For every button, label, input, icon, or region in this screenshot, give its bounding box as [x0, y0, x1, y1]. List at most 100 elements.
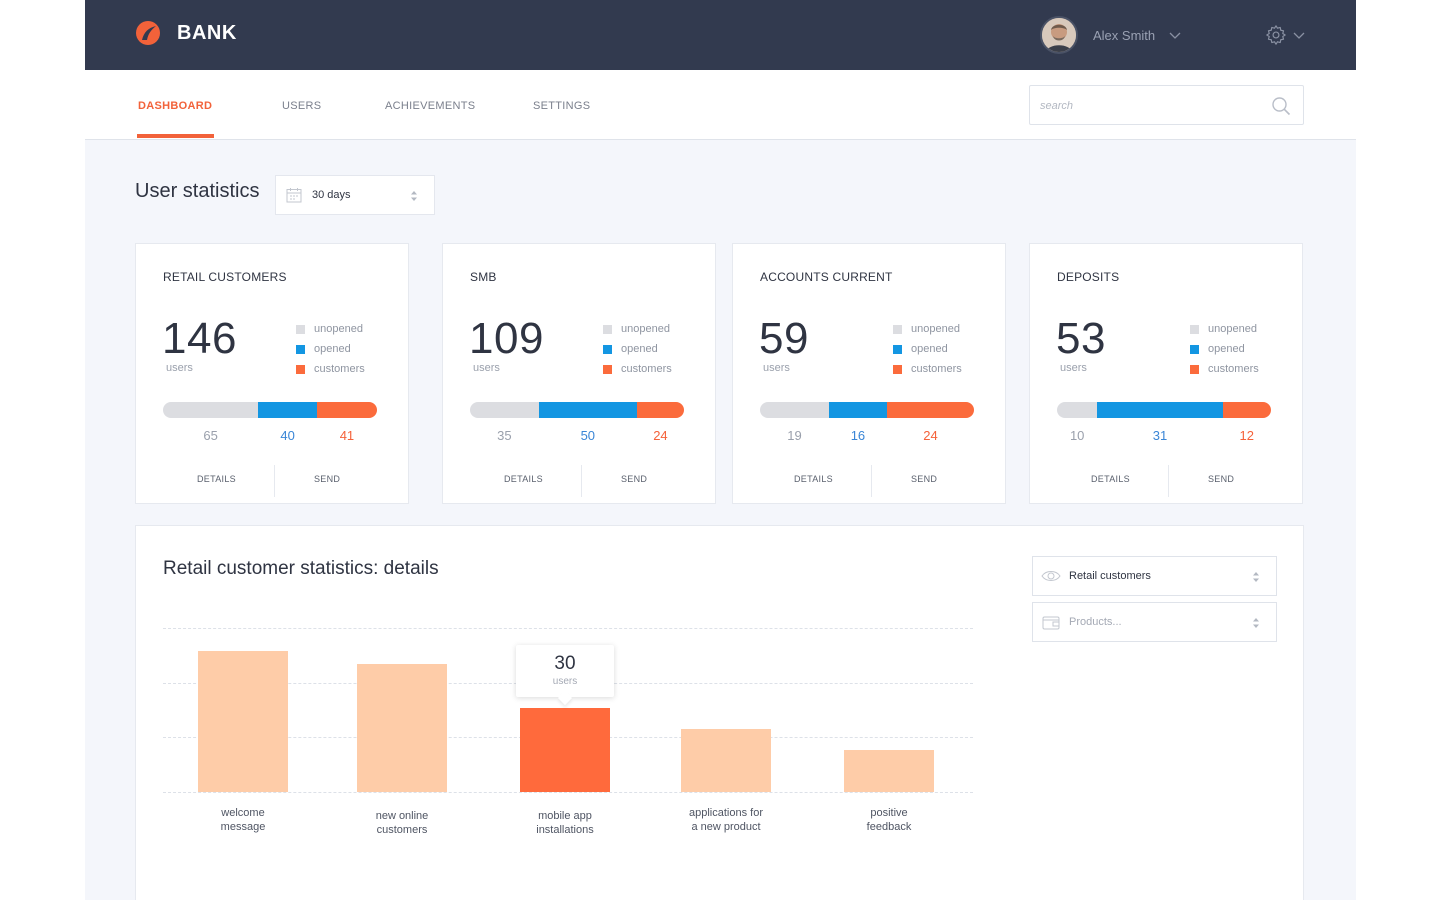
bar-segment-customers [886, 402, 974, 418]
send-button[interactable]: SEND [314, 474, 341, 484]
legend-item-customers: customers [893, 359, 962, 379]
tooltip-arrow [557, 691, 573, 706]
products-select-placeholder: Products... [1069, 616, 1122, 628]
settings-menu[interactable] [1265, 24, 1305, 46]
category-label: positive feedback [829, 806, 949, 834]
distribution-bar [470, 402, 684, 418]
card-title: SMB [470, 270, 497, 284]
bar-segment-opened [258, 402, 317, 418]
brand-name: BANK [177, 21, 237, 44]
wallet-icon [1042, 616, 1060, 630]
legend-swatch-customers [603, 364, 612, 374]
users-label: users [473, 362, 500, 374]
brand[interactable]: BANK [135, 20, 237, 46]
legend-item-unopened: unopened [1190, 319, 1259, 339]
legend-swatch-unopened [296, 324, 305, 334]
legend-label-unopened: unopened [1208, 323, 1257, 335]
total-users-count: 146 [162, 314, 237, 363]
bar-segment-unopened [470, 402, 539, 418]
avatar[interactable] [1040, 16, 1078, 54]
category-label-line: applications for [689, 807, 763, 819]
bar-segment-opened [1097, 402, 1223, 418]
eye-icon [1041, 571, 1061, 581]
stat-card-smb: SMB 109 users unopened opened customers 35 50 24… [442, 243, 716, 504]
tab-dashboard[interactable]: DASHBOARD [138, 100, 213, 112]
grid-line [163, 628, 973, 629]
legend-item-unopened: unopened [603, 319, 672, 339]
bar-segment-customers [1222, 402, 1271, 418]
total-users-count: 53 [1056, 314, 1106, 363]
opened-count: 50 [580, 428, 596, 443]
send-button[interactable]: SEND [1208, 474, 1235, 484]
chevron-down-icon[interactable] [1169, 29, 1181, 41]
chart-bar[interactable] [681, 728, 771, 792]
customers-count: 24 [923, 428, 938, 443]
legend-item-opened: opened [603, 339, 672, 359]
category-label: mobile app installations [505, 809, 625, 837]
bar-segment-opened [538, 402, 637, 418]
chart-bar[interactable] [520, 708, 610, 792]
send-button[interactable]: SEND [911, 474, 938, 484]
legend-label-opened: opened [911, 343, 948, 355]
bar-segment-unopened [163, 402, 259, 418]
stat-card-deposits: DEPOSITS 53 users unopened opened customers 10… [1029, 243, 1303, 504]
nav-bar: DASHBOARD USERS ACHIEVEMENTS SETTINGS [85, 70, 1356, 140]
legend-label-opened: opened [314, 343, 351, 355]
legend-swatch-customers [296, 364, 305, 374]
category-label-line: positive [870, 807, 908, 819]
actions-divider [1168, 465, 1169, 497]
tab-users[interactable]: USERS [282, 100, 322, 112]
top-bar: BANK Alex Smith [85, 0, 1356, 70]
app: BANK Alex Smith [85, 0, 1356, 900]
distribution-bar [1057, 402, 1271, 418]
card-actions: DETAILS SEND [733, 465, 1005, 497]
total-users-count: 109 [469, 314, 544, 363]
send-button[interactable]: SEND [621, 474, 648, 484]
opened-count: 16 [850, 428, 866, 443]
opened-count: 31 [1152, 428, 1168, 443]
legend-label-customers: customers [1208, 363, 1259, 375]
details-button[interactable]: DETAILS [504, 474, 543, 484]
search-input[interactable] [1040, 96, 1260, 116]
legend-swatch-customers [893, 364, 902, 374]
sort-arrows-icon [411, 191, 417, 201]
bank-logo-icon [136, 21, 160, 45]
category-label: welcome message [183, 806, 303, 834]
search-icon[interactable] [1271, 96, 1291, 116]
chevron-down-icon [1293, 32, 1305, 39]
tab-achievements[interactable]: ACHIEVEMENTS [385, 100, 476, 112]
details-title: Retail customer statistics: details [163, 558, 439, 579]
category-label-line: welcome [221, 807, 265, 819]
sort-arrows-icon [1253, 572, 1259, 582]
legend-swatch-customers [1190, 364, 1199, 374]
category-label-line: new online [375, 810, 429, 822]
details-button[interactable]: DETAILS [794, 474, 833, 484]
legend-swatch-opened [296, 344, 305, 354]
stat-card-retail-customers: RETAIL CUSTOMERS 146 users unopened opened cu… [135, 243, 409, 504]
users-label: users [1060, 362, 1087, 374]
details-button[interactable]: DETAILS [197, 474, 236, 484]
tab-settings[interactable]: SETTINGS [533, 100, 591, 112]
user-menu[interactable]: Alex Smith [1040, 16, 1181, 54]
period-value: 30 days [312, 189, 351, 201]
active-tab-indicator [137, 134, 214, 138]
legend-item-customers: customers [603, 359, 672, 379]
card-actions: DETAILS SEND [1030, 465, 1302, 497]
segment-select[interactable]: Retail customers [1032, 556, 1277, 596]
period-select[interactable]: 30 days [275, 175, 435, 215]
actions-divider [871, 465, 872, 497]
category-label-line: customers [376, 824, 428, 836]
legend-item-unopened: unopened [893, 319, 962, 339]
legend-label-unopened: unopened [621, 323, 670, 335]
details-button[interactable]: DETAILS [1091, 474, 1130, 484]
card-legend: unopened opened customers [893, 319, 962, 379]
chart-bar[interactable] [844, 749, 934, 792]
category-label-line: message [220, 821, 266, 833]
user-name: Alex Smith [1093, 27, 1156, 43]
chart-bar[interactable] [357, 663, 447, 792]
avatar-photo-icon [1042, 18, 1076, 52]
products-select[interactable]: Products... [1032, 602, 1277, 642]
legend-item-unopened: unopened [296, 319, 365, 339]
chart-bar[interactable] [198, 650, 288, 792]
legend-swatch-opened [893, 344, 902, 354]
